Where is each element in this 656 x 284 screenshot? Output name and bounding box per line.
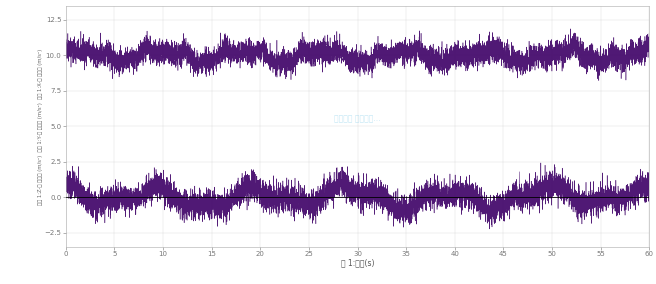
Text: 우리학교 서비스를...: 우리학교 서비스를... <box>335 115 380 124</box>
Y-axis label: 선백 1:Z-축 가속도 (m/s²)  선백 1:Y-축 가속도 (m/s²)  선백 1:X-축 가속도 (m/s²): 선백 1:Z-축 가속도 (m/s²) 선백 1:Y-축 가속도 (m/s²) … <box>38 48 43 204</box>
X-axis label: 밚 1:시간(s): 밚 1:시간(s) <box>340 259 375 268</box>
